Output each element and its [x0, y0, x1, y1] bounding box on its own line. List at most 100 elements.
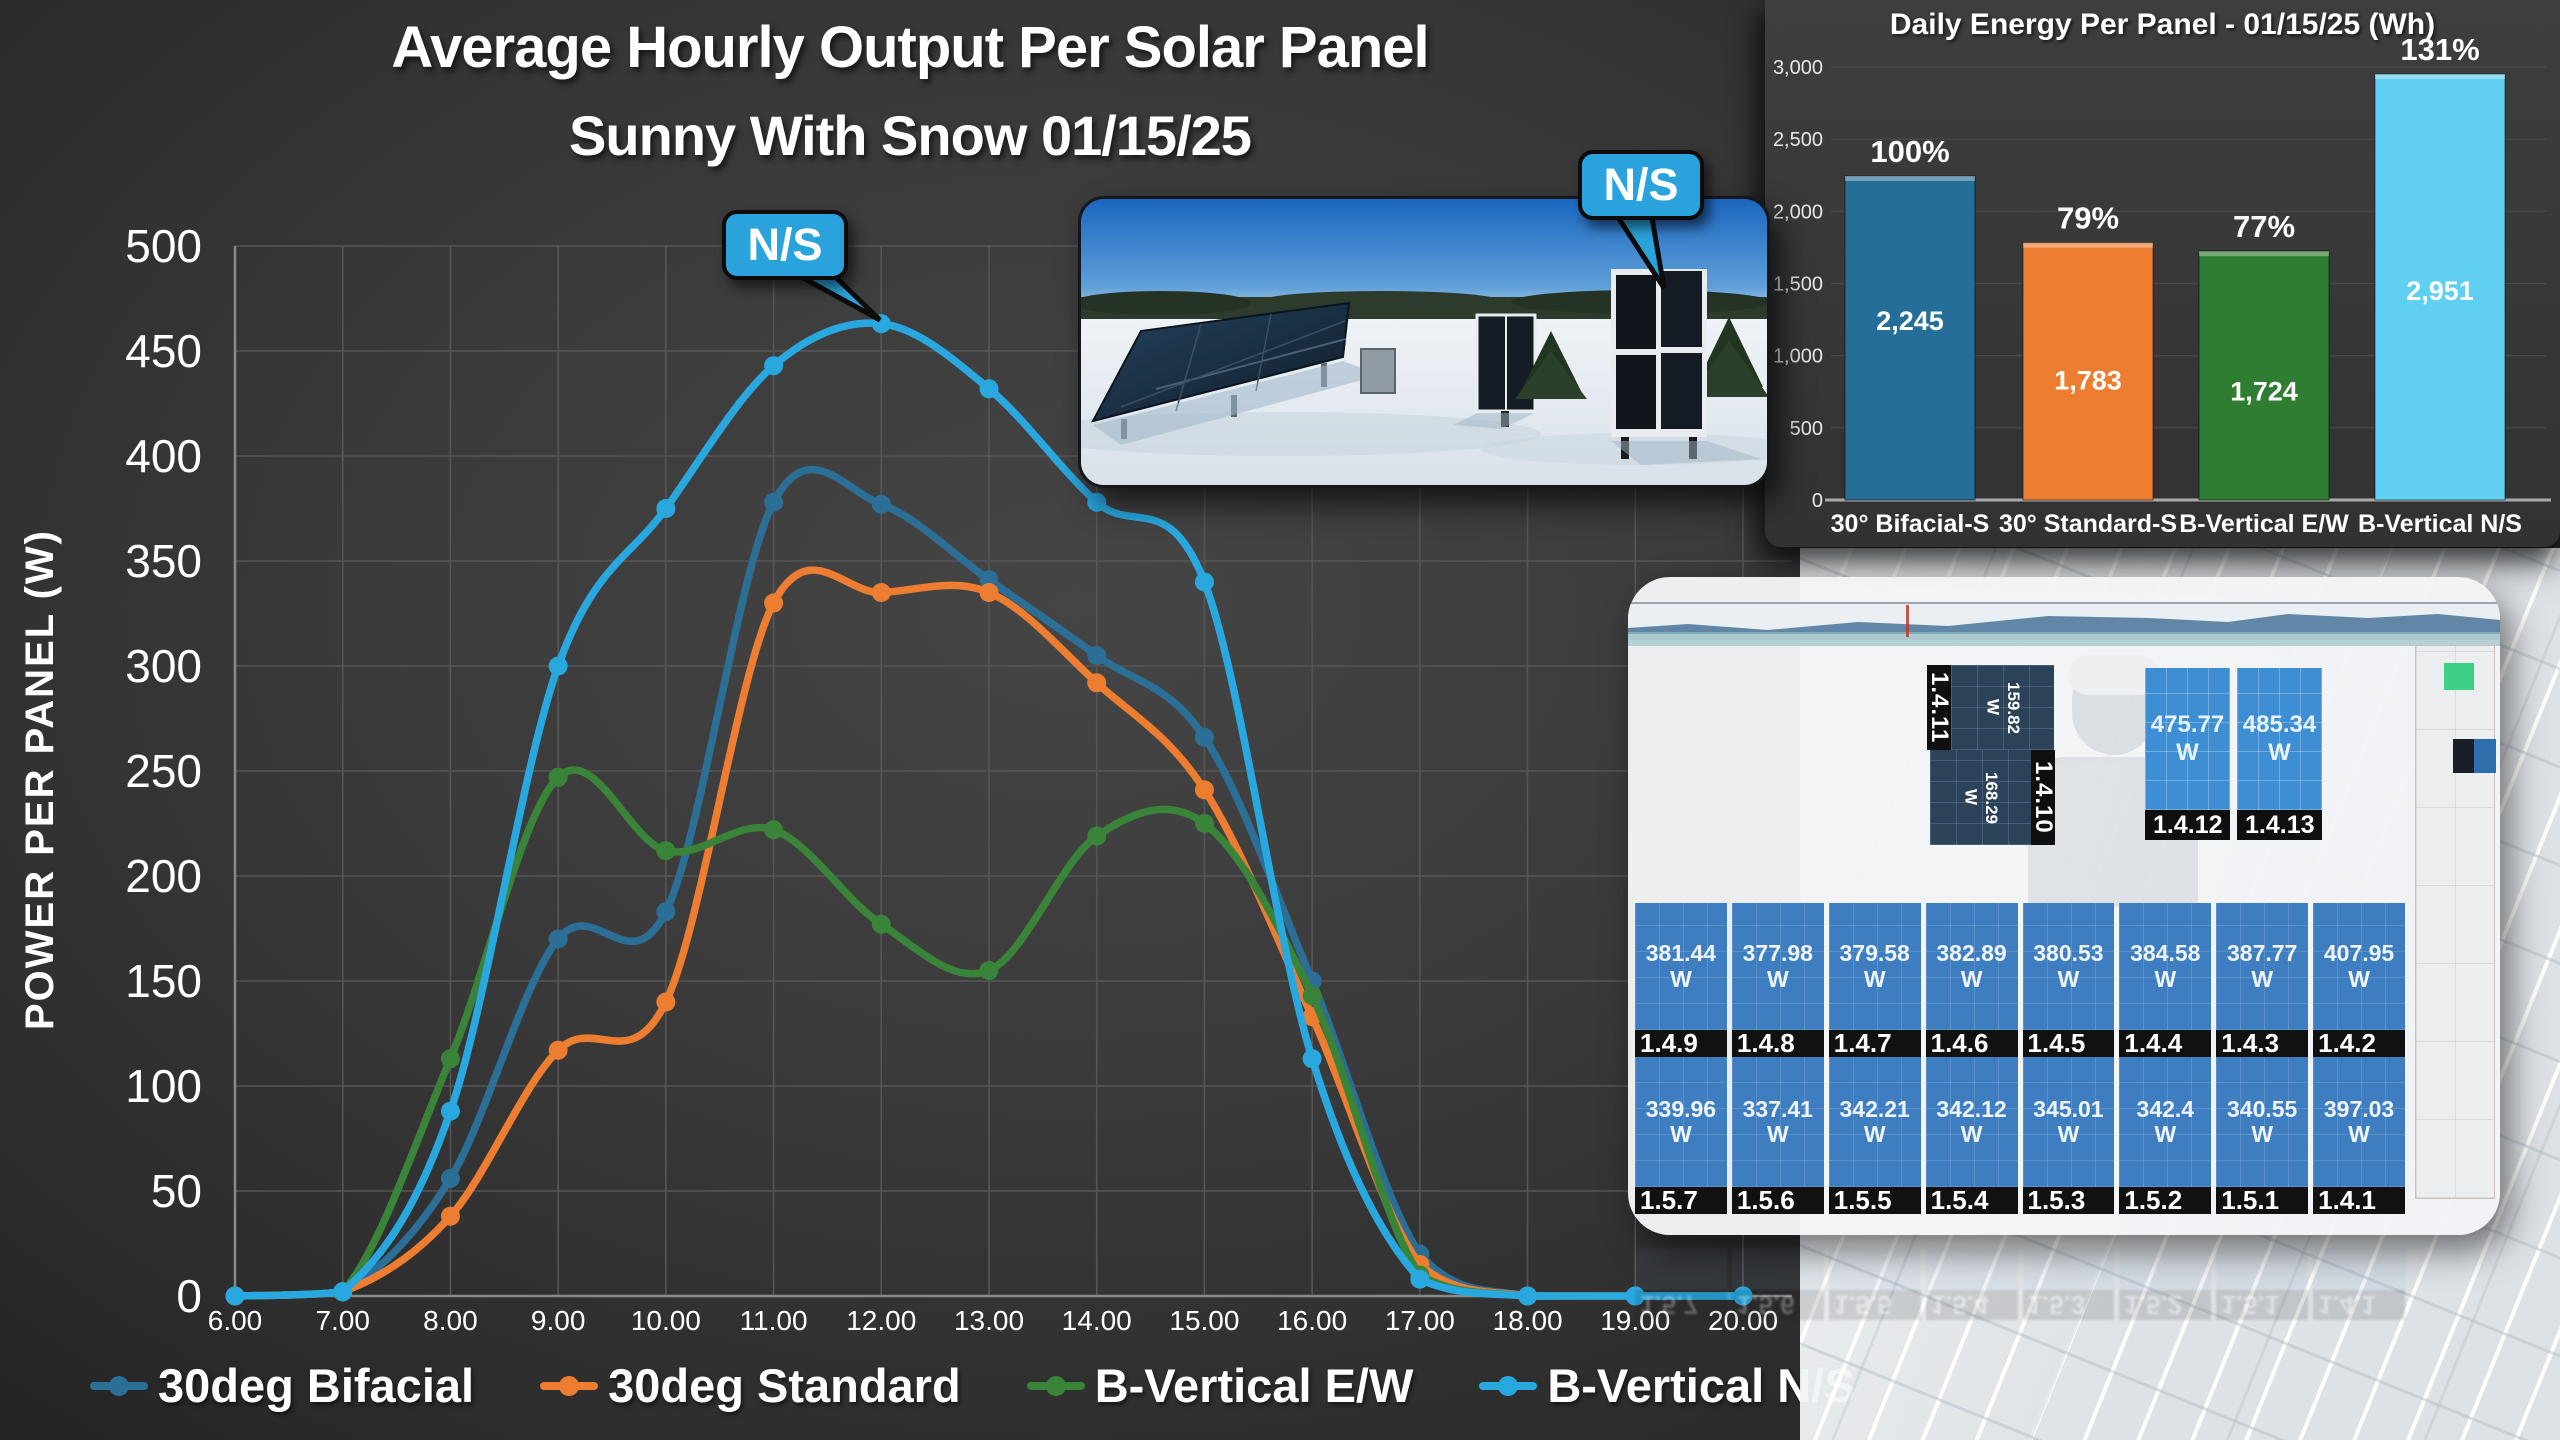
map-square-blue — [2474, 739, 2496, 773]
data-point — [871, 494, 891, 514]
legend-label: 30deg Standard — [608, 1359, 961, 1412]
bar-percent-label: 77% — [2233, 209, 2295, 244]
evergreen-trees — [1515, 317, 1767, 399]
bar-y-tick-label: 0 — [1812, 490, 1823, 512]
map-square-green — [2444, 663, 2474, 690]
y-tick-label: 350 — [125, 535, 202, 587]
x-tick-label: 18.00 — [1493, 1305, 1563, 1336]
panel-id-tag: 1.4.13 — [2237, 810, 2322, 840]
reflected-cell-ghost — [2313, 1248, 2405, 1290]
x-tick-label: 19.00 — [1600, 1305, 1670, 1336]
data-point — [979, 583, 999, 602]
bar-y-tick-label: 3,000 — [1773, 57, 1823, 79]
bar-highlight — [1845, 175, 1975, 181]
data-point — [333, 1282, 353, 1302]
table-cell-panel-id: 1.4.7 — [1828, 1028, 1921, 1058]
bar-value-label: 2,951 — [2406, 276, 2474, 306]
timeline-scrubber[interactable] — [1906, 605, 1909, 637]
reflected-panel-id: 1.5.2 — [2119, 1290, 2212, 1321]
x-tick-label: 11.00 — [740, 1305, 808, 1336]
data-point — [1087, 492, 1107, 512]
legend-item-standard: 30deg Standard — [540, 1358, 961, 1413]
line-chart-title: Average Hourly Output Per Solar Panel Su… — [250, 14, 1570, 168]
y-tick-label: 50 — [151, 1165, 202, 1217]
data-point — [1087, 826, 1107, 846]
bar-percent-label: 100% — [1870, 134, 1949, 169]
bar-y-tick-label: 1,000 — [1773, 346, 1823, 368]
data-point — [1194, 780, 1214, 800]
y-tick-label: 150 — [125, 955, 202, 1007]
table-cell-watts: 387.77 W — [2216, 903, 2309, 1030]
reflected-panel-id: 1.5.4 — [1925, 1290, 2018, 1321]
array-layout-map — [2415, 645, 2496, 1199]
data-point — [764, 820, 784, 840]
bar-percent-label: 79% — [2057, 201, 2119, 236]
bar-30-standard-s — [2022, 241, 2154, 501]
series-line-30deg-bifacial — [231, 465, 1747, 1300]
x-tick-label: 16.00 — [1277, 1305, 1347, 1336]
data-point — [225, 1286, 245, 1306]
table-cell-watts: 342.21 W — [1828, 1057, 1921, 1187]
reflected-panel-id: 1.5.5 — [1828, 1290, 1921, 1321]
panel-watt-value: 485.34 W — [2237, 668, 2322, 810]
x-tick-label: 15.00 — [1169, 1305, 1239, 1336]
callout-photo: N/S — [1578, 150, 1704, 220]
bar-value-label: 1,783 — [2054, 365, 2122, 395]
table-cell-panel-id: 1.5.3 — [2022, 1185, 2115, 1215]
table-cell-panel-id: 1.4.9 — [1635, 1028, 1727, 1058]
table-cell-watts: 342.12 W — [1925, 1057, 2018, 1187]
y-tick-label: 250 — [125, 745, 202, 797]
data-point — [440, 1049, 460, 1069]
x-tick-label: 17.00 — [1385, 1305, 1455, 1336]
data-point — [1410, 1269, 1430, 1289]
table-cell-watts: 342.4 W — [2119, 1057, 2212, 1187]
bar-category-label: B-Vertical N/S — [2358, 510, 2522, 538]
bifacial-series-marker-icon — [90, 1375, 148, 1396]
table-cell-watts: 337.41 W — [1731, 1057, 1824, 1187]
bar-category-label: B-Vertical E/W — [2179, 510, 2349, 538]
y-tick-label: 300 — [125, 640, 202, 692]
vertical-ns-series-marker-icon — [1479, 1375, 1538, 1396]
y-tick-label: 0 — [176, 1270, 202, 1322]
data-point — [764, 356, 784, 376]
panel-watt-value: 168.29 W — [1930, 750, 2031, 845]
callout-text: N/S — [1603, 159, 1679, 210]
bar-y-tick-label: 1,500 — [1773, 274, 1823, 296]
data-point — [979, 961, 999, 980]
table-cell-watts: 377.98 W — [1731, 903, 1824, 1030]
reflected-cell-ghost — [2119, 1248, 2212, 1290]
daily-energy-bar-chart: 0 500 1,000 1,500 2,000 2,500 3,000 100% 2,245 30… — [1773, 32, 2551, 538]
bar-chart-title: Daily Energy Per Panel - 01/15/25 (Wh) — [1889, 8, 2436, 41]
table-cell-watts: 384.58 W — [2119, 903, 2212, 1030]
x-tick-label: 9.00 — [531, 1305, 586, 1336]
data-point — [440, 1206, 460, 1226]
table-cell-panel-id: 1.5.6 — [1731, 1185, 1824, 1215]
data-point — [548, 929, 568, 949]
vertical-rack-ns — [1611, 269, 1761, 465]
data-point — [1194, 727, 1214, 747]
y-tick-label: 500 — [125, 220, 202, 272]
data-point — [548, 656, 568, 676]
x-tick-label: 10.00 — [631, 1305, 701, 1336]
panel-id-tag: 1.4.12 — [2145, 810, 2230, 840]
x-tick-label: 20.00 — [1708, 1305, 1778, 1336]
reflected-cell-ghost — [2216, 1248, 2309, 1290]
panel-output-table: 381.44 W 377.98 W 379.58 W 382.89 W 380.53 W… — [1635, 903, 2405, 1215]
data-point — [1194, 814, 1214, 833]
y-tick-label: 100 — [125, 1060, 202, 1112]
data-point — [656, 992, 676, 1012]
data-point — [1087, 673, 1107, 693]
table-cell-watts: 379.58 W — [1828, 903, 1921, 1030]
data-point — [656, 499, 676, 518]
data-point — [979, 379, 999, 399]
daily-energy-bar-chart-panel: Daily Energy Per Panel - 01/15/25 (Wh) 0… — [1765, 0, 2560, 547]
data-point — [440, 1168, 460, 1188]
callout-text: N/S — [747, 219, 823, 270]
reflected-cell-ghost — [1925, 1248, 2018, 1290]
x-tick-label: 7.00 — [315, 1305, 370, 1336]
bar-30-bifacial-s — [1844, 175, 1976, 501]
x-tick-label: 12.00 — [846, 1305, 916, 1336]
video-overlay[interactable]: 1.4.11 159.82 W 168.29 W 1.4.10 475.77 W… — [1628, 577, 2500, 1235]
inverter-box — [1360, 348, 1396, 394]
